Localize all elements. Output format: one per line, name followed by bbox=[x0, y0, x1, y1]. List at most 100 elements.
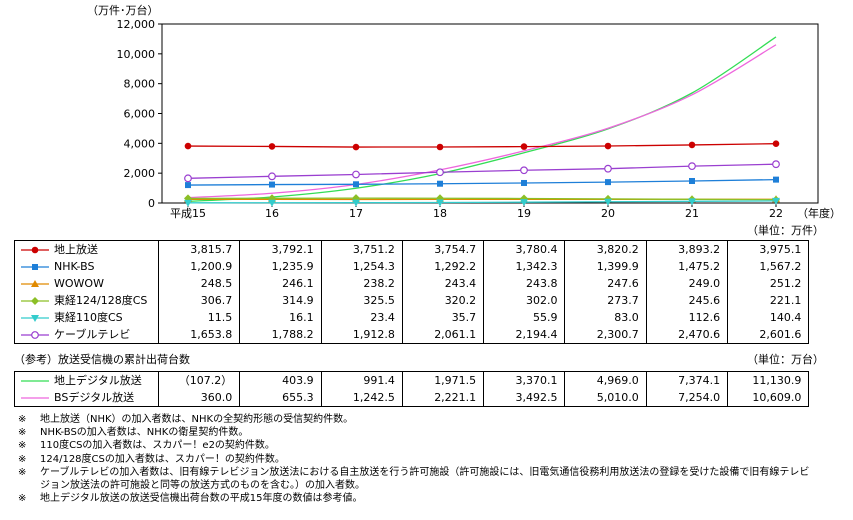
y-tick-label: 0 bbox=[148, 197, 155, 210]
legend-swatch bbox=[21, 397, 49, 399]
table-cell: 3,975.1 bbox=[727, 240, 809, 258]
table-cell: 83.0 bbox=[564, 309, 647, 326]
data-point bbox=[185, 182, 191, 189]
table-row: BSデジタル放送 360.0 655.3 1,242.5 2,221.1 3,492.5 5… bbox=[14, 389, 809, 407]
note-text: ケーブルテレビの加入者数は、旧有線テレビジョン放送法における自主放送を行う許可施… bbox=[40, 466, 810, 478]
table-cell: 302.0 bbox=[483, 292, 565, 309]
table-cell: （107.2） bbox=[178, 374, 233, 387]
row-label: 東経110度CS bbox=[14, 309, 159, 326]
y-tick-label: 12,000 bbox=[117, 18, 156, 31]
note-text: 地上放送（NHK）の加入者数は、NHKの全契約形態の受信契約件数。 bbox=[40, 414, 354, 425]
x-tick-label: 18 bbox=[433, 207, 447, 220]
legend-marker bbox=[32, 264, 38, 270]
table-cell: 403.9 bbox=[239, 371, 322, 389]
table-cell: 251.2 bbox=[727, 275, 809, 292]
data-point bbox=[688, 162, 696, 171]
row-label: WOWOW bbox=[14, 275, 159, 292]
note-text: 110度CSの加入者数は、スカパー！e2の契約件数。 bbox=[40, 440, 275, 452]
table-cell: 306.7 bbox=[200, 294, 233, 307]
data-point bbox=[184, 174, 192, 183]
data-point bbox=[352, 170, 360, 179]
table-cell: 2,601.6 bbox=[727, 326, 809, 344]
data-point bbox=[352, 143, 360, 151]
data-point bbox=[520, 166, 528, 175]
x-tick-label: 16 bbox=[265, 207, 279, 220]
legend-swatch bbox=[21, 315, 49, 322]
table-cell: 2,470.6 bbox=[645, 326, 728, 344]
table-cell: 2,194.4 bbox=[483, 326, 565, 344]
data-point bbox=[268, 172, 276, 181]
legend-swatch bbox=[21, 264, 49, 270]
table-row: 東経110度CS 11.5 16.1 23.4 35.7 55.9 83.0 112.6 140… bbox=[14, 309, 809, 326]
row-label: BSデジタル放送 bbox=[14, 389, 159, 407]
data-point bbox=[520, 199, 528, 207]
row-label-text: 東経110度CS bbox=[54, 311, 123, 324]
x-tick-label: 22 bbox=[769, 207, 783, 220]
legend-marker bbox=[31, 246, 39, 254]
data-point bbox=[688, 198, 696, 206]
subscriber-table: 地上放送 3,815.7 3,792.1 3,751.2 3,754.7 3,780.4 3… bbox=[14, 240, 810, 344]
row-label-text: ケーブルテレビ bbox=[54, 328, 131, 341]
note-mark: ※ bbox=[18, 440, 27, 452]
y-tick-label: 4,000 bbox=[124, 137, 156, 150]
table-cell: 1,399.9 bbox=[564, 258, 647, 275]
table-cell: 1,200.9 bbox=[190, 260, 233, 273]
table-cell: 3,815.7 bbox=[190, 243, 233, 256]
table-cell: 360.0 bbox=[200, 391, 233, 404]
table-cell: 112.6 bbox=[645, 309, 728, 326]
note-mark: ※ bbox=[18, 414, 27, 425]
table-cell: 1,342.3 bbox=[483, 258, 565, 275]
note-line: ※ 地上放送（NHK）の加入者数は、NHKの全契約形態の受信契約件数。 bbox=[18, 413, 809, 426]
table-cell: 2,300.7 bbox=[564, 326, 647, 344]
series-line bbox=[187, 178, 777, 186]
note-line: ※ 地上デジタル放送の放送受信機出荷台数の平成15年度の数値は参考値。 bbox=[18, 492, 809, 505]
legend-swatch bbox=[21, 297, 49, 305]
shipment-table: 地上デジタル放送 （107.2） 403.9 991.4 1,971.5 3,370.1 4… bbox=[14, 371, 810, 407]
legend-swatch bbox=[21, 331, 49, 339]
table-cell: 35.7 bbox=[401, 309, 484, 326]
data-point bbox=[604, 142, 612, 150]
table-row: 東経124/128度CS 306.7 314.9 325.5 320.2 302.0 273… bbox=[14, 292, 809, 309]
row-label-text: 地上デジタル放送 bbox=[54, 374, 142, 387]
row-label-text: WOWOW bbox=[54, 277, 104, 290]
data-point bbox=[184, 142, 192, 150]
legend-swatch bbox=[21, 280, 49, 287]
table-row: ケーブルテレビ 1,653.8 1,788.2 1,912.8 2,061.1 2,194… bbox=[14, 326, 809, 344]
note-line: ジョン放送法の許可施設と同等の放送方式のものを含む。）の加入者数。 bbox=[18, 479, 809, 492]
data-point bbox=[521, 179, 527, 186]
data-point bbox=[772, 197, 780, 205]
table-cell: 1,292.2 bbox=[401, 258, 484, 275]
table-cell: 3,893.2 bbox=[645, 240, 728, 258]
notes: ※ 地上放送（NHK）の加入者数は、NHKの全契約形態の受信契約件数。 ※ NHK-B… bbox=[18, 413, 809, 505]
data-point bbox=[688, 141, 696, 149]
table-cell: 2,061.1 bbox=[401, 326, 484, 344]
table-cell: 140.4 bbox=[727, 309, 809, 326]
row-label: 地上デジタル放送 bbox=[14, 371, 159, 389]
series-line bbox=[187, 44, 777, 199]
table-cell: 320.2 bbox=[401, 292, 484, 309]
table-cell: 1,912.8 bbox=[320, 326, 403, 344]
note-text: NHK-BSの加入者数は、NHKの衛星契約件数。 bbox=[40, 427, 249, 439]
table-cell: 238.2 bbox=[320, 275, 403, 292]
legend-marker bbox=[31, 315, 39, 322]
note-line: ※ 124/128度CSの加入者数は、スカパー！の契約件数。 bbox=[18, 453, 809, 466]
series-line bbox=[187, 36, 777, 203]
table-cell: 3,492.5 bbox=[483, 389, 565, 407]
data-point bbox=[353, 181, 359, 188]
table-cell: 1,242.5 bbox=[320, 389, 403, 407]
table2-title: （参考）放送受信機の累計出荷台数 bbox=[14, 353, 190, 366]
data-point bbox=[604, 198, 612, 206]
data-point bbox=[268, 143, 276, 150]
note-mark: ※ bbox=[18, 466, 27, 478]
table-cell: 273.7 bbox=[564, 292, 647, 309]
x-tick-label: 21 bbox=[685, 207, 699, 220]
row-label-text: 東経124/128度CS bbox=[54, 294, 148, 307]
table-cell: 2,221.1 bbox=[401, 389, 484, 407]
table-cell: 1,475.2 bbox=[645, 258, 728, 275]
table-cell: 991.4 bbox=[320, 371, 403, 389]
row-label-text: BSデジタル放送 bbox=[54, 391, 135, 404]
table-cell: 247.6 bbox=[564, 275, 647, 292]
note-text: ジョン放送法の許可施設と同等の放送方式のものを含む。）の加入者数。 bbox=[40, 480, 365, 492]
table-cell: 246.1 bbox=[239, 275, 322, 292]
table-cell: 5,010.0 bbox=[564, 389, 647, 407]
